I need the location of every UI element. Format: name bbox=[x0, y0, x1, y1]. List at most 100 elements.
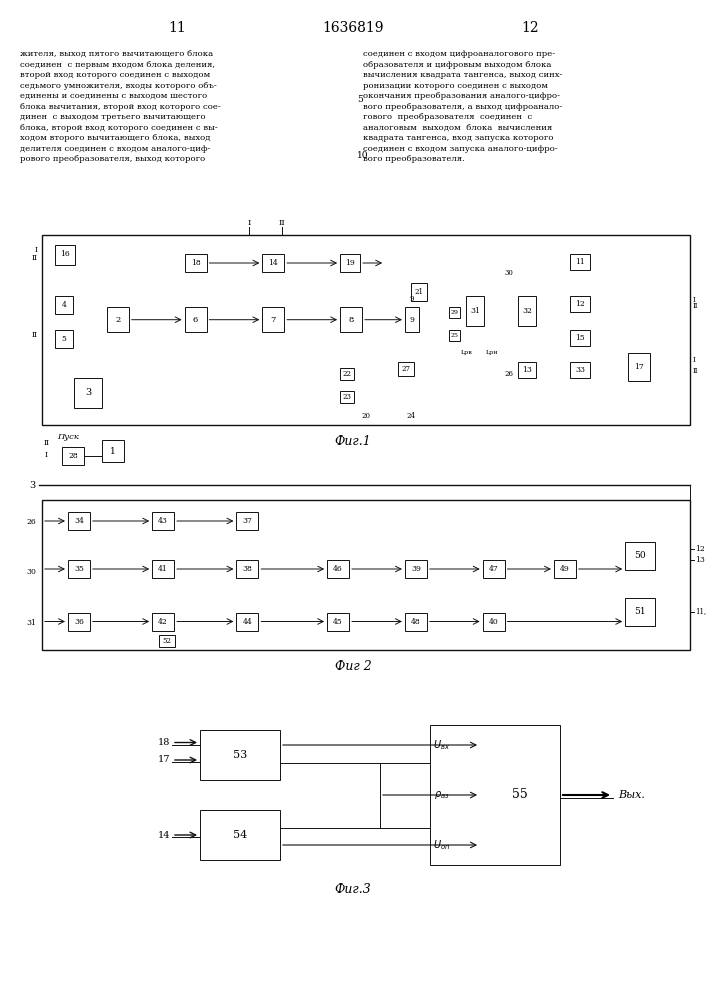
Text: 22: 22 bbox=[343, 370, 351, 378]
Text: II: II bbox=[32, 331, 38, 339]
Text: Фиг.3: Фиг.3 bbox=[334, 883, 371, 896]
Bar bbox=[405, 307, 419, 332]
Bar bbox=[42, 235, 690, 425]
Text: 35: 35 bbox=[74, 565, 84, 573]
Text: 45: 45 bbox=[333, 617, 343, 626]
Bar bbox=[483, 612, 505, 631]
Bar bbox=[449, 330, 460, 341]
Text: Lрв: Lрв bbox=[460, 350, 472, 355]
Bar bbox=[262, 307, 284, 332]
Text: 11,12: 11,12 bbox=[695, 607, 707, 615]
Bar bbox=[107, 307, 129, 332]
Bar bbox=[55, 296, 73, 314]
Bar bbox=[625, 597, 655, 626]
Text: 33: 33 bbox=[575, 366, 585, 374]
Bar bbox=[42, 500, 690, 650]
Text: I: I bbox=[693, 296, 696, 304]
Text: 25: 25 bbox=[450, 333, 458, 338]
Bar bbox=[411, 282, 427, 300]
Bar bbox=[262, 254, 284, 272]
Bar bbox=[570, 330, 590, 346]
Text: Lрн: Lрн bbox=[486, 350, 498, 355]
Text: 18: 18 bbox=[158, 738, 170, 747]
Bar bbox=[340, 391, 354, 403]
Text: 12: 12 bbox=[521, 21, 539, 35]
Text: 6: 6 bbox=[193, 316, 198, 324]
Bar bbox=[68, 560, 90, 578]
Text: 30: 30 bbox=[26, 568, 36, 576]
Text: 18: 18 bbox=[191, 259, 201, 267]
Text: 7: 7 bbox=[271, 316, 276, 324]
Bar bbox=[200, 810, 280, 860]
Text: 41: 41 bbox=[158, 565, 168, 573]
Text: 12: 12 bbox=[695, 545, 705, 553]
Text: Фиг 2: Фиг 2 bbox=[334, 660, 371, 673]
Text: 55: 55 bbox=[512, 788, 528, 802]
Bar bbox=[158, 635, 175, 647]
Text: 13: 13 bbox=[522, 366, 532, 374]
Text: $\rho_{аз}$: $\rho_{аз}$ bbox=[434, 789, 450, 801]
Bar bbox=[625, 542, 655, 570]
Text: 5: 5 bbox=[62, 335, 66, 343]
Text: 43: 43 bbox=[158, 517, 168, 525]
Text: 16: 16 bbox=[60, 250, 70, 258]
Text: 1636819: 1636819 bbox=[322, 21, 384, 35]
Text: 8: 8 bbox=[349, 316, 354, 324]
Text: 34: 34 bbox=[74, 517, 84, 525]
Text: 42: 42 bbox=[158, 617, 168, 626]
Bar bbox=[340, 307, 362, 332]
Text: 21: 21 bbox=[415, 288, 424, 296]
Bar bbox=[236, 512, 258, 530]
Text: 38: 38 bbox=[243, 565, 252, 573]
Text: 20: 20 bbox=[361, 412, 370, 420]
Bar bbox=[236, 612, 258, 631]
Text: 51: 51 bbox=[634, 607, 646, 616]
Text: соединен с входом цифроаналогового пре-
образователя и цифровым выходом блока
вы: соединен с входом цифроаналогового пре- … bbox=[363, 50, 562, 163]
Text: 12: 12 bbox=[575, 300, 585, 308]
Bar bbox=[430, 725, 560, 865]
Bar bbox=[518, 296, 537, 326]
Bar bbox=[449, 307, 460, 318]
Text: 52: 52 bbox=[162, 637, 171, 645]
Bar bbox=[399, 362, 414, 376]
Text: 27: 27 bbox=[402, 365, 411, 373]
Text: 11: 11 bbox=[168, 21, 186, 35]
Bar bbox=[327, 560, 349, 578]
Text: 17: 17 bbox=[158, 756, 170, 764]
Text: 46: 46 bbox=[333, 565, 343, 573]
Text: 32: 32 bbox=[522, 307, 532, 315]
Text: I: I bbox=[247, 219, 251, 227]
Text: 29: 29 bbox=[450, 310, 458, 315]
Text: 40: 40 bbox=[489, 617, 498, 626]
Bar bbox=[55, 330, 73, 348]
Bar bbox=[200, 730, 280, 780]
Text: Пуск: Пуск bbox=[57, 433, 79, 441]
Bar bbox=[629, 353, 650, 381]
Text: 23: 23 bbox=[343, 393, 351, 401]
Text: 13: 13 bbox=[695, 556, 705, 564]
Text: II: II bbox=[32, 253, 38, 261]
Text: 9: 9 bbox=[409, 295, 414, 303]
Text: II: II bbox=[279, 219, 285, 227]
Bar bbox=[55, 244, 75, 264]
Text: 3: 3 bbox=[86, 388, 91, 397]
Text: 9: 9 bbox=[409, 316, 414, 324]
Text: Вых.: Вых. bbox=[618, 790, 645, 800]
Text: 37: 37 bbox=[243, 517, 252, 525]
Text: I: I bbox=[45, 451, 47, 459]
Bar bbox=[68, 512, 90, 530]
Bar bbox=[405, 560, 427, 578]
Text: 31: 31 bbox=[470, 307, 480, 315]
Bar bbox=[570, 254, 590, 270]
Bar bbox=[405, 612, 427, 631]
Text: I: I bbox=[693, 356, 696, 364]
Bar bbox=[102, 440, 124, 462]
Text: 39: 39 bbox=[411, 565, 421, 573]
Text: 24: 24 bbox=[407, 412, 416, 420]
Bar bbox=[185, 254, 206, 272]
Text: 4: 4 bbox=[62, 301, 66, 309]
Text: 19: 19 bbox=[345, 259, 355, 267]
Bar bbox=[62, 447, 84, 465]
Text: 10: 10 bbox=[357, 150, 368, 159]
Bar bbox=[152, 612, 174, 631]
